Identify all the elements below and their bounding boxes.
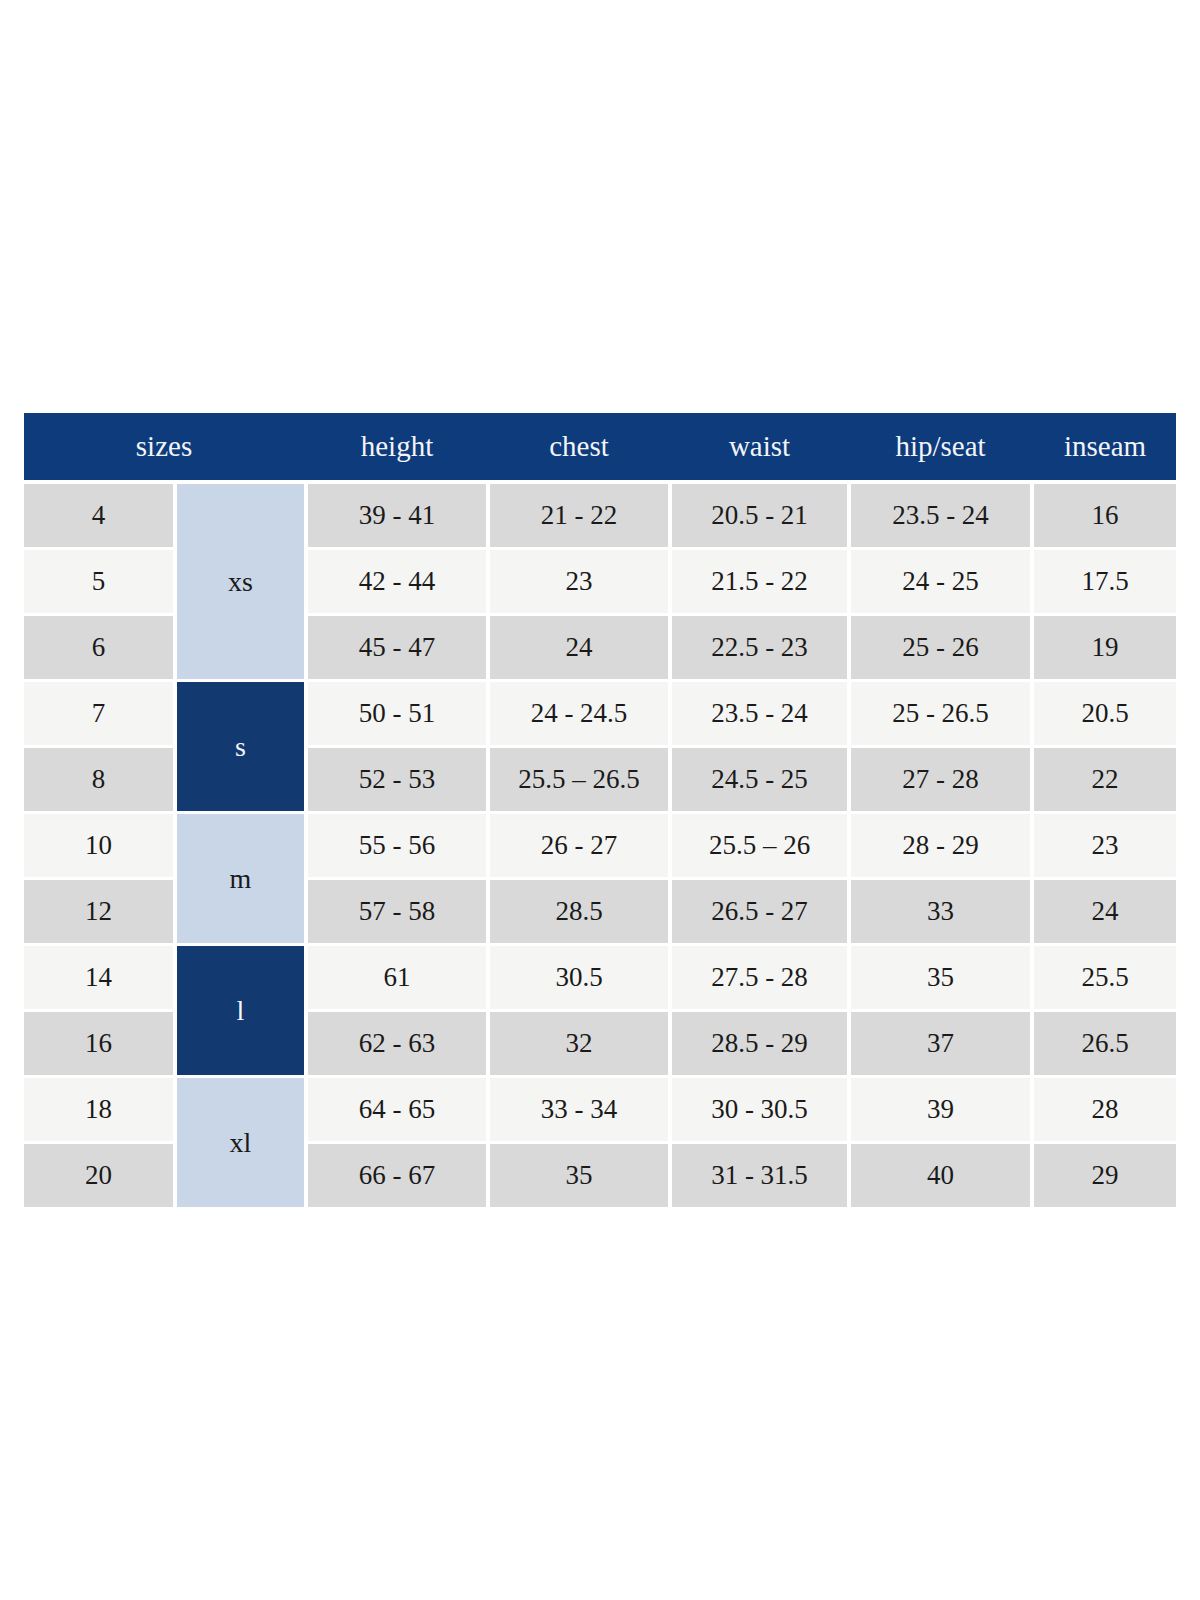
- hip-seat-cell: 23.5 - 24: [851, 484, 1030, 547]
- height-cell: 52 - 53: [308, 748, 486, 811]
- chest-cell: 21 - 22: [490, 484, 668, 547]
- chest-cell: 23: [490, 550, 668, 613]
- waist-cell: 26.5 - 27: [672, 880, 847, 943]
- height-cell: 57 - 58: [308, 880, 486, 943]
- header-height: height: [308, 413, 486, 480]
- header-hip-seat: hip/seat: [851, 413, 1030, 480]
- waist-cell: 27.5 - 28: [672, 946, 847, 1009]
- chest-cell: 35: [490, 1144, 668, 1207]
- height-cell: 66 - 67: [308, 1144, 486, 1207]
- size-group-xs: xs: [177, 484, 304, 679]
- hip-seat-cell: 35: [851, 946, 1030, 1009]
- table-header-row: sizes height chest waist hip/seat inseam: [24, 413, 1176, 480]
- height-cell: 61: [308, 946, 486, 1009]
- height-cell: 39 - 41: [308, 484, 486, 547]
- header-inseam: inseam: [1034, 413, 1176, 480]
- inseam-cell: 20.5: [1034, 682, 1176, 745]
- size-number-cell: 4: [24, 484, 173, 547]
- size-chart-table: sizes height chest waist hip/seat inseam…: [24, 413, 1176, 1207]
- inseam-cell: 24: [1034, 880, 1176, 943]
- size-group-s: s: [177, 682, 304, 811]
- size-number-cell: 16: [24, 1012, 173, 1075]
- header-sizes: sizes: [24, 413, 304, 480]
- inseam-cell: 26.5: [1034, 1012, 1176, 1075]
- waist-cell: 21.5 - 22: [672, 550, 847, 613]
- size-number-cell: 10: [24, 814, 173, 877]
- height-cell: 45 - 47: [308, 616, 486, 679]
- chest-cell: 24: [490, 616, 668, 679]
- size-number-cell: 6: [24, 616, 173, 679]
- waist-cell: 31 - 31.5: [672, 1144, 847, 1207]
- waist-cell: 22.5 - 23: [672, 616, 847, 679]
- hip-seat-cell: 37: [851, 1012, 1030, 1075]
- inseam-cell: 29: [1034, 1144, 1176, 1207]
- size-number-cell: 12: [24, 880, 173, 943]
- waist-cell: 24.5 - 25: [672, 748, 847, 811]
- waist-cell: 23.5 - 24: [672, 682, 847, 745]
- chest-cell: 25.5 – 26.5: [490, 748, 668, 811]
- inseam-cell: 23: [1034, 814, 1176, 877]
- hip-seat-cell: 28 - 29: [851, 814, 1030, 877]
- waist-cell: 20.5 - 21: [672, 484, 847, 547]
- size-number-cell: 14: [24, 946, 173, 1009]
- hip-seat-cell: 39: [851, 1078, 1030, 1141]
- header-chest: chest: [490, 413, 668, 480]
- inseam-cell: 17.5: [1034, 550, 1176, 613]
- waist-cell: 25.5 – 26: [672, 814, 847, 877]
- chest-cell: 32: [490, 1012, 668, 1075]
- size-group-l: l: [177, 946, 304, 1075]
- table-body: 4 xs 39 - 41 21 - 22 20.5 - 21 23.5 - 24…: [24, 484, 1176, 1207]
- inseam-cell: 22: [1034, 748, 1176, 811]
- chest-cell: 33 - 34: [490, 1078, 668, 1141]
- header-waist: waist: [672, 413, 847, 480]
- inseam-cell: 19: [1034, 616, 1176, 679]
- height-cell: 62 - 63: [308, 1012, 486, 1075]
- chest-cell: 26 - 27: [490, 814, 668, 877]
- inseam-cell: 25.5: [1034, 946, 1176, 1009]
- hip-seat-cell: 25 - 26: [851, 616, 1030, 679]
- size-number-cell: 7: [24, 682, 173, 745]
- size-number-cell: 20: [24, 1144, 173, 1207]
- inseam-cell: 28: [1034, 1078, 1176, 1141]
- height-cell: 55 - 56: [308, 814, 486, 877]
- height-cell: 42 - 44: [308, 550, 486, 613]
- height-cell: 50 - 51: [308, 682, 486, 745]
- size-number-cell: 18: [24, 1078, 173, 1141]
- size-group-xl: xl: [177, 1078, 304, 1207]
- height-cell: 64 - 65: [308, 1078, 486, 1141]
- hip-seat-cell: 40: [851, 1144, 1030, 1207]
- waist-cell: 28.5 - 29: [672, 1012, 847, 1075]
- hip-seat-cell: 24 - 25: [851, 550, 1030, 613]
- size-number-cell: 8: [24, 748, 173, 811]
- inseam-cell: 16: [1034, 484, 1176, 547]
- chest-cell: 30.5: [490, 946, 668, 1009]
- chest-cell: 28.5: [490, 880, 668, 943]
- size-number-cell: 5: [24, 550, 173, 613]
- hip-seat-cell: 27 - 28: [851, 748, 1030, 811]
- size-group-m: m: [177, 814, 304, 943]
- hip-seat-cell: 33: [851, 880, 1030, 943]
- chest-cell: 24 - 24.5: [490, 682, 668, 745]
- waist-cell: 30 - 30.5: [672, 1078, 847, 1141]
- hip-seat-cell: 25 - 26.5: [851, 682, 1030, 745]
